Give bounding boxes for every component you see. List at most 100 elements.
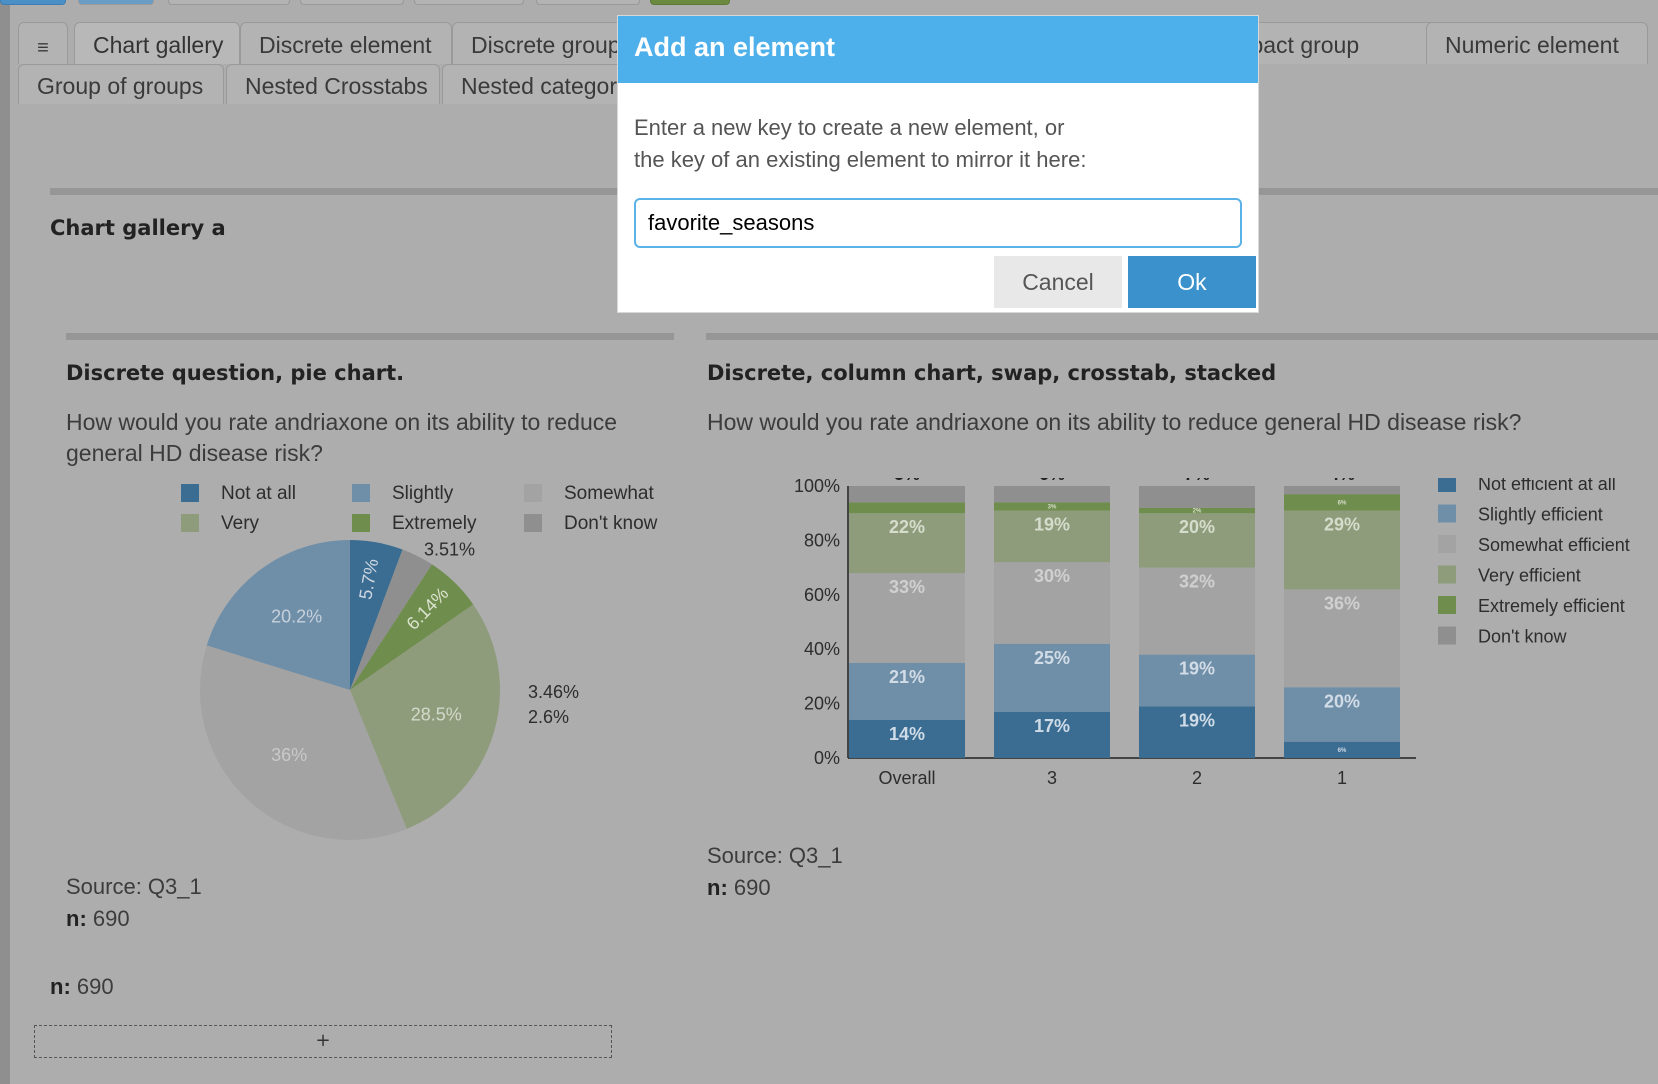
cancel-button[interactable]: Cancel (994, 256, 1122, 308)
pie-legend-item: Very (181, 513, 259, 535)
y-tick-label: 100% (794, 476, 840, 496)
pie-n: n: 690 (66, 906, 130, 932)
bar-segment (1139, 486, 1255, 508)
bar-segment (994, 502, 1110, 510)
bar-top-label: 4% (1329, 464, 1355, 484)
bar-value-label: 33% (889, 577, 925, 597)
bar-value-label: 25% (1034, 648, 1070, 668)
bar-value-label: 22% (889, 517, 925, 537)
legend-label: Don't know (564, 513, 658, 534)
y-tick-label: 40% (804, 639, 840, 659)
pie-panel-title: Discrete question, pie chart. (66, 361, 405, 385)
bar-segment (1139, 568, 1255, 655)
pie-legend-item: Somewhat (524, 483, 654, 505)
x-tick-label: Overall (878, 768, 935, 788)
bar-top-label: 6% (1039, 464, 1065, 484)
bar-top-label: 5% (894, 464, 920, 484)
y-tick-label: 20% (804, 694, 840, 714)
bar-panel-title: Discrete, column chart, swap, crosstab, … (707, 361, 1277, 385)
pie-source: Source: Q3_1 (66, 874, 202, 899)
bar-value-label: 20% (1179, 517, 1215, 537)
legend-swatch (352, 514, 370, 532)
bar-value-label: 19% (1179, 710, 1215, 730)
n-value: 690 (733, 875, 771, 900)
dialog-message-line: Enter a new key to create a new element,… (634, 115, 1065, 140)
pie-panel-divider (66, 333, 674, 340)
legend-label: Somewhat (564, 483, 654, 504)
legend-swatch (1438, 535, 1456, 553)
hamburger-icon: ≡ (37, 37, 49, 59)
y-tick-label: 60% (804, 585, 840, 605)
bar-segment (849, 486, 965, 502)
bar-value-label: 14% (889, 724, 925, 744)
tab-nested-crosstabs[interactable]: Nested Crosstabs (226, 64, 440, 104)
legend-swatch (524, 514, 542, 532)
bar-value-label: 2% (1193, 508, 1202, 514)
legend-swatch (1438, 474, 1456, 492)
pie-slice-label: 28.5% (411, 704, 462, 724)
bar-segment (849, 573, 965, 663)
pie-legend-item: Don't know (524, 513, 657, 535)
element-key-input[interactable] (634, 198, 1242, 248)
bar-legend-label: Somewhat efficient (1478, 535, 1630, 555)
legend-label: Extremely (392, 513, 477, 534)
bar-segment (849, 502, 965, 513)
bar-n: n: 690 (707, 875, 771, 901)
pie-outside-label: 2.6% (528, 707, 569, 727)
bar-legend-label: Very efficient (1478, 566, 1581, 586)
bar-panel-question: How would you rate andriaxone on its abi… (707, 409, 1522, 435)
x-tick-label: 1 (1337, 768, 1347, 788)
legend-swatch (524, 484, 542, 502)
tab-chart-gallery[interactable]: Chart gallery (74, 22, 240, 64)
bar-value-label: 30% (1034, 566, 1070, 586)
dialog-message-line: the key of an existing element to mirror… (634, 147, 1087, 172)
legend-label: Slightly (392, 483, 454, 504)
bar-value-label: 19% (1034, 514, 1070, 534)
legend-swatch (352, 484, 370, 502)
tab-numeric-element[interactable]: Numeric element (1426, 22, 1648, 64)
legend-label: Very (221, 513, 260, 534)
legend-swatch (1438, 505, 1456, 523)
x-tick-label: 3 (1047, 768, 1057, 788)
bar-segment (994, 712, 1110, 758)
pie-legend-item: Slightly (352, 483, 453, 505)
bar-segment (1284, 494, 1400, 510)
bar-segment (994, 510, 1110, 562)
bar-value-label: 21% (889, 667, 925, 687)
bar-segment (849, 513, 965, 573)
n-label: n: (66, 906, 87, 931)
legend-swatch (1438, 627, 1456, 645)
menu-button[interactable]: ≡ (18, 22, 68, 64)
bar-segment (1284, 486, 1400, 494)
bar-segment (1139, 655, 1255, 707)
tab-nested-categories[interactable]: Nested categor (442, 64, 638, 104)
bar-segment (994, 562, 1110, 644)
ok-button[interactable]: Ok (1128, 256, 1256, 308)
bar-top-label: 7% (1184, 464, 1210, 484)
section-n: n: 690 (50, 974, 114, 1000)
n-label: n: (50, 974, 71, 999)
y-tick-label: 0% (814, 748, 840, 768)
n-value: 690 (92, 906, 130, 931)
bar-segment (1139, 508, 1255, 513)
dialog-message: Enter a new key to create a new element,… (634, 112, 1086, 176)
bar-value-label: 6% (1338, 748, 1347, 754)
pie-panel-question: How would you rate andriaxone on its abi… (66, 409, 618, 466)
pie-chart: 5.7%3.51%6.14%28.5%36%20.2%3.46%2.6% (200, 540, 579, 840)
bar-legend-label: Extremely efficient (1478, 596, 1625, 616)
bar-value-label: 32% (1179, 572, 1215, 592)
legend-swatch (181, 514, 199, 532)
bar-value-label: 19% (1179, 659, 1215, 679)
bar-segment (1284, 510, 1400, 589)
bar-value-label: 29% (1324, 514, 1360, 534)
bar-legend-label: Slightly efficient (1478, 505, 1603, 525)
add-element-button[interactable]: + (34, 1025, 612, 1058)
dialog-title: Add an element (618, 16, 1258, 83)
legend-swatch (1438, 596, 1456, 614)
tab-discrete-element[interactable]: Discrete element (240, 22, 452, 64)
pie-slice-label: 36% (271, 745, 307, 765)
stacked-bar-chart: 0%20%40%60%80%100%14%21%33%22%5%Overall1… (770, 462, 1658, 792)
tab-group-of-groups[interactable]: Group of groups (18, 64, 224, 104)
bar-segment (1284, 742, 1400, 758)
pie-slice (350, 540, 403, 690)
